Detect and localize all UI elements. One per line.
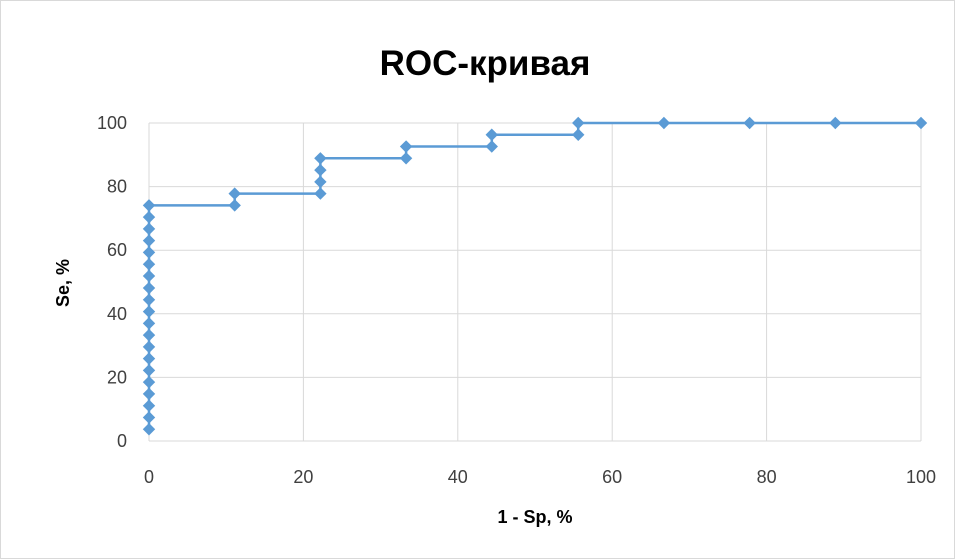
data-point-marker	[142, 234, 156, 247]
data-point-marker	[657, 116, 671, 130]
data-point-marker	[142, 364, 156, 377]
data-point-marker	[142, 423, 156, 436]
data-point-marker	[142, 257, 156, 271]
x-tick-label: 80	[757, 467, 777, 487]
data-point-marker	[142, 269, 156, 283]
data-point-marker	[829, 116, 842, 130]
data-point-marker	[142, 375, 156, 389]
y-tick-label: 80	[107, 177, 127, 197]
data-point-marker	[142, 328, 156, 342]
x-axis-title: 1 - Sp, %	[497, 507, 572, 527]
data-point-marker	[314, 175, 327, 189]
y-tick-label: 20	[107, 367, 127, 387]
data-point-marker	[314, 163, 327, 177]
series-layer	[142, 116, 928, 436]
data-point-marker	[142, 352, 156, 365]
data-point-marker	[142, 387, 156, 401]
x-tick-label: 0	[144, 467, 154, 487]
data-point-marker	[228, 187, 241, 200]
y-tick-label: 100	[97, 113, 127, 133]
x-tick-label: 20	[293, 467, 313, 487]
data-point-marker	[572, 128, 585, 141]
x-tick-label: 100	[906, 467, 936, 487]
y-tick-label: 60	[107, 240, 127, 260]
x-tick-label: 60	[602, 467, 622, 487]
data-point-marker	[743, 116, 756, 130]
data-point-marker	[572, 116, 585, 130]
data-point-marker	[485, 140, 498, 153]
x-tick-label: 40	[448, 467, 468, 487]
gridlines	[148, 122, 922, 442]
data-point-marker	[142, 293, 156, 307]
data-point-marker	[142, 399, 156, 412]
data-point-marker	[399, 140, 413, 153]
data-point-marker	[142, 222, 156, 236]
data-point-marker	[142, 340, 156, 354]
data-point-marker	[314, 152, 327, 165]
y-axis-title: Se, %	[53, 259, 73, 307]
tick-labels: 0 20 40 60 80 100 0 20 40 60 80 100	[97, 113, 936, 487]
data-point-marker	[142, 246, 156, 259]
chart-title: ROC-кривая	[380, 44, 591, 83]
data-point-marker	[485, 128, 498, 141]
y-tick-label: 0	[117, 431, 127, 451]
data-point-marker	[142, 317, 156, 330]
y-tick-label: 40	[107, 304, 127, 324]
data-point-marker	[142, 411, 156, 424]
data-point-marker	[142, 281, 156, 295]
data-point-marker	[228, 199, 241, 212]
roc-series-line	[147, 121, 921, 430]
data-point-marker	[142, 305, 156, 318]
data-point-marker	[314, 187, 327, 200]
data-point-marker	[914, 116, 928, 130]
data-point-marker	[142, 210, 156, 224]
data-point-marker	[399, 152, 413, 165]
data-point-marker	[142, 199, 156, 212]
